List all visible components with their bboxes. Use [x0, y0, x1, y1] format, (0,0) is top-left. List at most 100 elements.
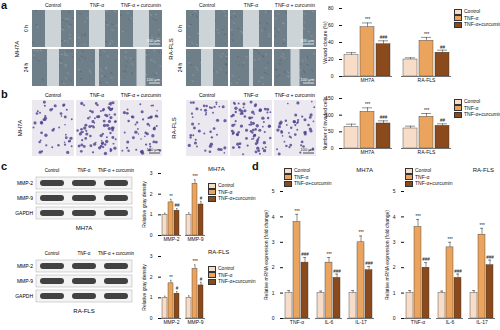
svg-text:TNF-α: TNF-α	[244, 92, 258, 98]
svg-text:20: 20	[328, 56, 334, 62]
svg-text:RA-FLS: RA-FLS	[418, 149, 436, 155]
svg-text:0: 0	[393, 315, 396, 321]
svg-text:MMP-2: MMP-2	[163, 236, 179, 242]
svg-text:***: ***	[192, 174, 198, 179]
svg-text:**: **	[169, 275, 173, 280]
svg-text:MMP-9: MMP-9	[187, 236, 203, 242]
svg-text:4: 4	[272, 214, 275, 220]
svg-text:#: #	[176, 286, 179, 291]
svg-text:MH7A: MH7A	[361, 149, 376, 155]
svg-text:TNF-α: TNF-α	[90, 92, 104, 98]
svg-text:###: ###	[301, 252, 309, 257]
svg-text:0: 0	[272, 315, 275, 321]
svg-text:TNF-α: TNF-α	[90, 2, 104, 8]
svg-text:Control: Control	[45, 168, 60, 173]
svg-text:Relative mRNA expression (fold: Relative mRNA expression (fold change)	[384, 210, 390, 300]
svg-text:***: ***	[415, 214, 421, 219]
svg-text:1: 1	[393, 290, 396, 296]
svg-text:Control: Control	[45, 2, 61, 8]
svg-text:RA-FLS: RA-FLS	[168, 38, 174, 59]
svg-text:5: 5	[393, 188, 396, 194]
svg-text:MH7A: MH7A	[17, 120, 23, 137]
svg-text:##: ##	[174, 203, 180, 208]
svg-text:100 μm: 100 μm	[301, 77, 315, 82]
svg-text:#: #	[200, 277, 203, 282]
svg-text:##: ##	[440, 118, 446, 123]
svg-text:RA-FLS: RA-FLS	[73, 308, 94, 314]
svg-text:MMP-2: MMP-2	[163, 319, 179, 325]
svg-text:TNF-α + curcumin: TNF-α + curcumin	[98, 168, 135, 173]
svg-text:TNF-α + curcumin: TNF-α + curcumin	[275, 2, 315, 8]
svg-text:MMP-2: MMP-2	[17, 180, 33, 186]
svg-text:1: 1	[150, 211, 153, 217]
svg-text:###: ###	[365, 261, 373, 266]
svg-text:RA-FLS: RA-FLS	[418, 77, 436, 83]
svg-text:MMP-9: MMP-9	[17, 278, 33, 284]
svg-text:###: ###	[454, 269, 462, 274]
svg-text:0: 0	[331, 145, 334, 151]
svg-text:TNF-α + curcumin: TNF-α + curcumin	[121, 92, 161, 98]
svg-text:2: 2	[150, 191, 153, 197]
svg-text:IL-6: IL-6	[446, 319, 455, 325]
svg-text:**: **	[169, 194, 173, 199]
svg-text:***: ***	[424, 32, 430, 37]
svg-text:MH7A: MH7A	[14, 41, 20, 58]
svg-text:TNF-α: TNF-α	[244, 2, 258, 8]
svg-text:1: 1	[272, 290, 275, 296]
svg-text:***: ***	[326, 252, 332, 257]
svg-text:3: 3	[150, 253, 153, 259]
svg-text:100 μm: 100 μm	[147, 147, 161, 152]
svg-text:2: 2	[150, 274, 153, 280]
svg-text:0 h: 0 h	[177, 25, 183, 32]
svg-text:2: 2	[272, 264, 275, 270]
svg-text:##: ##	[440, 45, 446, 50]
svg-text:Control: Control	[199, 2, 215, 8]
svg-text:TNF-α: TNF-α	[411, 319, 425, 325]
svg-text:TNF-α + curcumin: TNF-α + curcumin	[275, 92, 315, 98]
svg-text:0: 0	[150, 232, 153, 238]
svg-text:***: ***	[294, 209, 300, 214]
svg-text:50: 50	[328, 128, 334, 134]
svg-text:0 h: 0 h	[23, 25, 29, 32]
svg-text:IL-6: IL-6	[325, 319, 334, 325]
svg-text:***: ***	[365, 17, 371, 22]
svg-text:IL-17: IL-17	[476, 319, 488, 325]
svg-text:100 μm: 100 μm	[301, 38, 315, 43]
svg-text:MMP-9: MMP-9	[17, 195, 33, 201]
svg-text:2: 2	[393, 264, 396, 270]
svg-text:40: 40	[328, 39, 334, 45]
svg-text:TNF-α + curcumin: TNF-α + curcumin	[98, 251, 135, 256]
svg-text:MH7A: MH7A	[361, 77, 376, 83]
svg-text:***: ***	[192, 259, 198, 264]
svg-text:IL-17: IL-17	[355, 319, 367, 325]
svg-text:5: 5	[272, 188, 275, 194]
svg-text:TNF-α: TNF-α	[78, 251, 91, 256]
svg-text:***: ***	[479, 223, 485, 228]
svg-text:GAPDH: GAPDH	[15, 293, 33, 299]
svg-text:0: 0	[331, 73, 334, 79]
svg-text:MH7A: MH7A	[76, 225, 93, 231]
svg-text:TNF-α: TNF-α	[78, 168, 91, 173]
svg-text:MMP-9: MMP-9	[187, 319, 203, 325]
svg-text:***: ***	[424, 108, 430, 113]
svg-text:TNF-α + curcumin: TNF-α + curcumin	[121, 2, 161, 8]
svg-text:###: ###	[380, 35, 388, 40]
svg-text:Wound closure (%): Wound closure (%)	[322, 21, 328, 64]
svg-text:3: 3	[272, 239, 275, 245]
svg-text:80: 80	[328, 5, 334, 11]
svg-text:Relative gray density: Relative gray density	[141, 181, 147, 228]
svg-text:***: ***	[358, 230, 364, 235]
svg-text:MMP-2: MMP-2	[17, 263, 33, 269]
svg-text:0: 0	[150, 315, 153, 321]
svg-text:#: #	[200, 196, 203, 201]
svg-text:Control: Control	[45, 251, 60, 256]
svg-text:Relative mRNA expression (fold: Relative mRNA expression (fold change)	[263, 210, 269, 300]
svg-text:24 h: 24 h	[23, 62, 29, 72]
svg-text:###: ###	[422, 257, 430, 262]
svg-text:100 μm: 100 μm	[147, 77, 161, 82]
svg-text:TNF-α: TNF-α	[290, 319, 304, 325]
svg-text:100 μm: 100 μm	[147, 38, 161, 43]
svg-text:Number of invaded cells: Number of invaded cells	[322, 96, 328, 150]
svg-text:Control: Control	[45, 92, 61, 98]
svg-text:###: ###	[333, 269, 341, 274]
